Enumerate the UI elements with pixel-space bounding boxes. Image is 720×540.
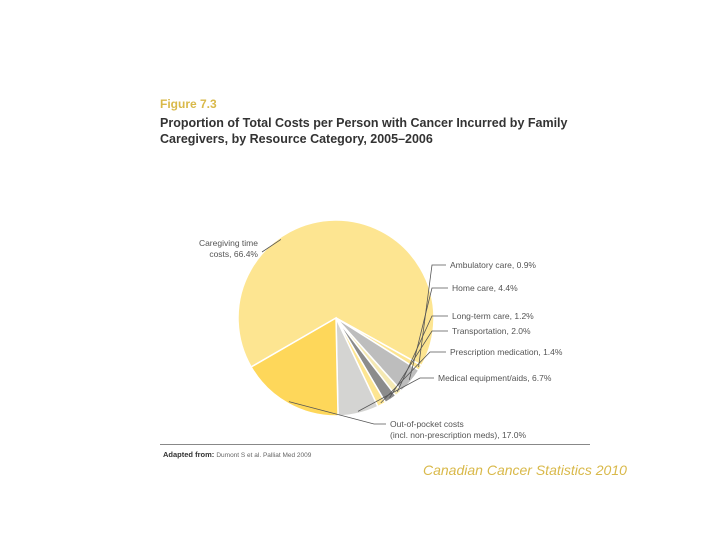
slice-label-4-line-0: Transportation, 2.0% bbox=[452, 326, 531, 336]
slice-label-0-line-0: Caregiving time bbox=[199, 238, 258, 248]
footer-rule bbox=[160, 444, 590, 445]
slice-label-1-line-0: Ambulatory care, 0.9% bbox=[450, 260, 536, 270]
leader-line-3 bbox=[396, 315, 448, 392]
slice-label-3-line-0: Long-term care, 1.2% bbox=[452, 311, 534, 321]
chart-title: Proportion of Total Costs per Person wit… bbox=[160, 116, 568, 146]
source-label: Adapted from: bbox=[163, 450, 215, 459]
source-citation: Dumont S et al. Palliat Med 2009 bbox=[216, 452, 312, 459]
figure-label: Figure 7.3 bbox=[160, 97, 217, 111]
pie-slice-0 bbox=[237, 219, 435, 369]
slice-label-2-line-0: Home care, 4.4% bbox=[452, 283, 518, 293]
leader-line-4 bbox=[389, 330, 448, 398]
source-note: Adapted from: Dumont S et al. Palliat Me… bbox=[163, 450, 311, 459]
leader-line-0 bbox=[261, 239, 282, 253]
slice-label-0-line-1: costs, 66.4% bbox=[209, 249, 258, 259]
pie-slices bbox=[237, 219, 435, 417]
leader-line-7 bbox=[288, 401, 386, 425]
leader-lines bbox=[261, 239, 448, 425]
slice-label-7-line-1: (incl. non-prescription meds), 17.0% bbox=[390, 430, 527, 440]
leader-line-6 bbox=[357, 377, 434, 412]
slice-label-7-line-0: Out-of-pocket costs bbox=[390, 419, 464, 429]
pie-slice-7 bbox=[250, 316, 339, 417]
slice-label-5-line-0: Prescription medication, 1.4% bbox=[450, 347, 563, 357]
leader-line-5 bbox=[380, 351, 446, 404]
leader-line-1 bbox=[418, 264, 446, 368]
brand-logo-text: Canadian Cancer Statistics 2010 bbox=[423, 462, 627, 478]
slice-label-6-line-0: Medical equipment/aids, 6.7% bbox=[438, 373, 552, 383]
